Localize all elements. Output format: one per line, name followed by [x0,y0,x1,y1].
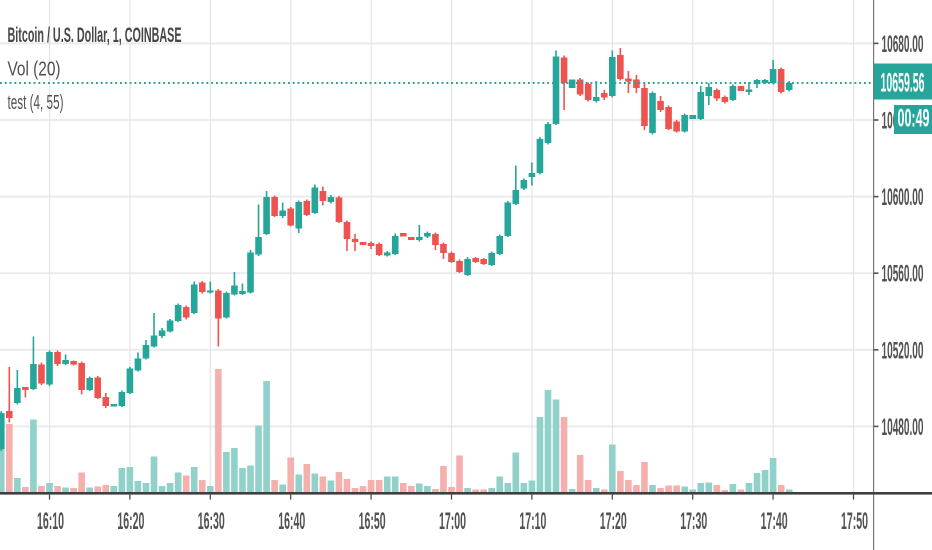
svg-text:16:20: 16:20 [117,508,144,535]
svg-text:17:10: 17:10 [519,508,546,535]
svg-text:10560.00: 10560.00 [882,261,924,288]
svg-text:Bitcoin / U.S. Dollar, 1, COIN: Bitcoin / U.S. Dollar, 1, COINBASE [8,23,182,47]
svg-text:17:00: 17:00 [439,508,466,535]
svg-text:16:50: 16:50 [359,508,386,535]
svg-text:16:40: 16:40 [278,508,305,535]
svg-text:10680.00: 10680.00 [882,31,924,58]
svg-text:16:10: 16:10 [37,508,64,535]
svg-text:17:20: 17:20 [600,508,627,535]
svg-text:17:50: 17:50 [841,508,868,535]
svg-text:Vol (20): Vol (20) [8,59,61,81]
svg-text:10520.00: 10520.00 [882,337,924,364]
svg-text:test (4, 55): test (4, 55) [8,92,64,114]
svg-text:17:40: 17:40 [761,508,788,535]
svg-text:10659.56: 10659.56 [881,68,925,98]
svg-text:00:49: 00:49 [898,105,930,133]
svg-text:17:30: 17:30 [680,508,707,535]
svg-text:10480.00: 10480.00 [882,414,924,441]
svg-text:10600.00: 10600.00 [882,184,924,211]
svg-text:16:30: 16:30 [198,508,225,535]
